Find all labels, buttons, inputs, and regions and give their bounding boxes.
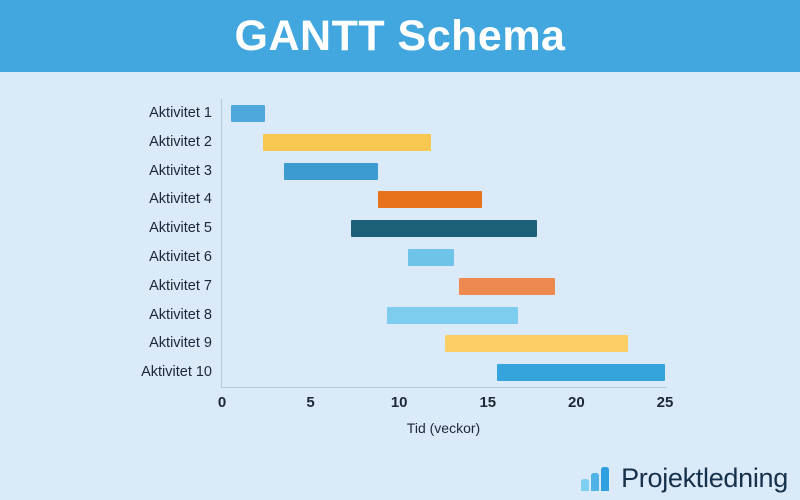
gantt-bar[interactable] xyxy=(386,306,518,324)
gantt-bar[interactable] xyxy=(408,249,455,266)
bar-chart-ascending-icon xyxy=(581,466,610,491)
brand-logo: Projektledning xyxy=(580,465,788,492)
gantt-row: Aktivitet 9 xyxy=(149,329,665,358)
gantt-bar[interactable] xyxy=(377,191,483,209)
brand-name: Projektledning xyxy=(621,463,788,493)
gantt-row: Aktivitet 10 xyxy=(141,358,665,387)
gantt-row: Aktivitet 4 xyxy=(149,185,665,214)
x-tick-label: 0 xyxy=(217,394,227,411)
gantt-row-label: Aktivitet 9 xyxy=(149,335,212,352)
x-tick-label: 5 xyxy=(306,394,315,411)
gantt-row: Aktivitet 1 xyxy=(149,99,665,128)
gantt-bar[interactable] xyxy=(230,105,265,122)
gantt-bar[interactable] xyxy=(496,364,665,382)
gantt-bar[interactable] xyxy=(351,220,538,238)
gantt-row-label: Aktivitet 1 xyxy=(149,105,212,121)
gantt-row: Aktivitet 5 xyxy=(149,214,665,243)
gantt-bar[interactable] xyxy=(445,335,628,353)
gantt-row-label: Aktivitet 7 xyxy=(149,277,212,294)
gantt-bar[interactable] xyxy=(262,133,432,151)
x-tick-label: 10 xyxy=(390,394,408,411)
gantt-row-label: Aktivitet 8 xyxy=(149,306,212,323)
gantt-plot-area: Aktivitet 1 Aktivitet 2 Aktivitet 3 Aktivit… xyxy=(141,99,665,387)
gantt-row-label: Aktivitet 4 xyxy=(149,191,212,208)
gantt-row: Aktivitet 7 xyxy=(149,272,665,301)
x-axis-line xyxy=(221,387,667,388)
title-banner: GANTT Schema xyxy=(0,0,800,72)
gantt-row: Aktivitet 6 xyxy=(149,243,665,272)
gantt-row-label: Aktivitet 2 xyxy=(149,133,212,150)
x-tick-label: 20 xyxy=(568,394,585,411)
gantt-bar[interactable] xyxy=(459,277,556,295)
x-axis-title: Tid (veckor) xyxy=(406,420,481,436)
gantt-row-label: Aktivitet 6 xyxy=(149,249,212,265)
gantt-row: Aktivitet 3 xyxy=(149,157,665,186)
page-title: GANTT Schema xyxy=(234,11,566,60)
gantt-row: Aktivitet 8 xyxy=(149,301,665,330)
gantt-row-label: Aktivitet 10 xyxy=(141,364,212,381)
x-tick-label: 15 xyxy=(479,394,497,411)
gantt-row: Aktivitet 2 xyxy=(149,128,665,157)
gantt-row-label: Aktivitet 5 xyxy=(149,220,212,237)
gantt-bar[interactable] xyxy=(284,162,378,180)
x-tick-label: 25 xyxy=(656,394,674,411)
gantt-chart: Aktivitet 1 Aktivitet 2 Aktivitet 3 Aktivit… xyxy=(0,72,800,500)
gantt-row-label: Aktivitet 3 xyxy=(149,162,212,179)
y-axis-line xyxy=(221,99,222,388)
